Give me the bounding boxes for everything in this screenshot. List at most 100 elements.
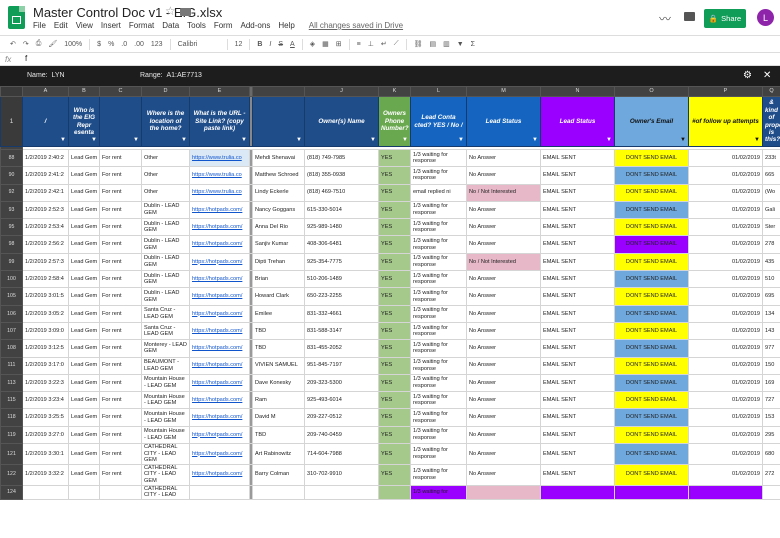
owner-phone-cell[interactable]: 831-588-3147 xyxy=(304,321,379,341)
explore-trend-icon[interactable]: 〰 xyxy=(659,12,672,26)
header-cell[interactable]: Owners Phone Number? ▼ xyxy=(378,96,411,147)
column-header[interactable]: B xyxy=(68,86,100,97)
zoom-select[interactable]: 100% xyxy=(64,40,83,48)
listing-type-cell[interactable]: For rent xyxy=(99,304,142,323)
representative-cell[interactable]: Lead Gem xyxy=(68,270,100,289)
follow-up-cell[interactable]: DONT SEND EMAIL xyxy=(614,183,689,202)
url-cell[interactable]: https://hotpads.com/ xyxy=(189,304,250,323)
merge-cells-icon[interactable]: ⊞ xyxy=(335,41,342,48)
functions-button[interactable]: Σ xyxy=(470,40,475,48)
owner-name-cell[interactable]: David M xyxy=(252,408,305,427)
url-cell[interactable]: https://hotpads.com/ xyxy=(189,321,250,341)
undo-icon[interactable]: ↶ xyxy=(10,41,16,48)
representative-cell[interactable]: Lead Gem xyxy=(68,425,100,445)
menu-file[interactable]: File xyxy=(33,21,46,30)
location-cell[interactable]: Santa Cruz - LEAD GEM xyxy=(141,321,190,341)
overflow-cell[interactable]: 150 xyxy=(762,356,780,375)
location-cell[interactable]: BEAUMONT - LEAD GEM xyxy=(141,356,190,375)
lead-status-cell[interactable]: 1/3 waiting for response xyxy=(410,356,467,375)
follow-up-cell[interactable]: DONT SEND EMAIL xyxy=(614,304,689,323)
paint-format-icon[interactable]: 🖌 xyxy=(48,41,58,48)
avatar[interactable]: L xyxy=(757,9,774,26)
url-cell[interactable]: https://hotpads.com/ xyxy=(189,200,250,220)
listing-type-cell[interactable]: For rent xyxy=(99,252,142,272)
filter-dropdown-icon[interactable]: ▼ xyxy=(91,136,97,143)
lead-contacted-cell[interactable]: YES xyxy=(378,304,411,323)
row-number[interactable]: 100 xyxy=(0,270,23,289)
location-cell[interactable]: Santa Cruz - LEAD GEM xyxy=(141,304,190,323)
overflow-cell[interactable]: (Wo xyxy=(762,183,780,202)
gear-icon[interactable]: ⚙ xyxy=(743,70,752,81)
timestamp-cell[interactable]: 1/2/2019 2:40:2 xyxy=(22,148,69,168)
overflow-cell[interactable]: 680 xyxy=(762,443,780,465)
insert-comment-icon[interactable]: ▤ xyxy=(429,41,437,48)
representative-cell[interactable]: Lead Gem xyxy=(68,463,100,486)
lead-status-cell[interactable]: 1/3 waiting for response xyxy=(410,166,467,185)
url-cell[interactable]: https://hotpads.com/ xyxy=(189,425,250,445)
owner-email-cell[interactable]: EMAIL SENT xyxy=(540,463,615,486)
representative-cell[interactable]: Lead Gem xyxy=(68,373,100,393)
column-header[interactable]: Q xyxy=(762,86,780,97)
lead-status-cell[interactable]: 1/3 waiting for response xyxy=(410,425,467,445)
lead-status-2-cell[interactable]: No Answer xyxy=(466,373,541,393)
owner-email-cell[interactable]: EMAIL SENT xyxy=(540,166,615,185)
lead-contacted-cell[interactable]: YES xyxy=(378,373,411,393)
header-cell[interactable]: Owner's Email ▼ xyxy=(614,96,689,147)
owner-phone-cell[interactable]: 714-604-7988 xyxy=(304,443,379,465)
lead-status-cell[interactable]: 1/3 waiting for response xyxy=(410,200,467,220)
location-cell[interactable]: Dublin - LEAD GEM xyxy=(141,235,190,254)
close-icon[interactable]: ✕ xyxy=(763,70,772,81)
text-rotate-icon[interactable]: ⟋ xyxy=(393,40,399,47)
overflow-cell[interactable]: Ster xyxy=(762,218,780,237)
representative-cell[interactable]: Lead Gem xyxy=(68,183,100,202)
property-date-cell[interactable]: 01/02/2019 xyxy=(688,463,763,486)
menu-data[interactable]: Data xyxy=(162,21,180,30)
text-color-button[interactable]: A xyxy=(290,40,295,48)
property-date-cell[interactable]: 01/02/2019 xyxy=(688,235,763,254)
owner-name-cell[interactable]: TBD xyxy=(252,425,305,445)
lead-status-cell[interactable]: 1/3 waiting for response xyxy=(410,373,467,393)
listing-type-cell[interactable]: For rent xyxy=(99,235,142,254)
lead-contacted-cell[interactable]: YES xyxy=(378,218,411,237)
lead-contacted-cell[interactable]: YES xyxy=(378,183,411,202)
lead-status-2-cell[interactable]: No Answer xyxy=(466,270,541,289)
owner-email-cell[interactable]: EMAIL SENT xyxy=(540,391,615,410)
filter-dropdown-icon[interactable]: ▼ xyxy=(606,136,612,143)
representative-cell[interactable]: Lead Gem xyxy=(68,408,100,427)
lead-status-2-cell[interactable]: No Answer xyxy=(466,463,541,486)
url-cell[interactable]: https://www.trulia.co xyxy=(189,166,250,185)
lead-status-2-cell[interactable]: No Answer xyxy=(466,425,541,445)
owner-email-cell[interactable]: EMAIL SENT xyxy=(540,287,615,306)
timestamp-cell[interactable]: 1/2/2019 3:30:1 xyxy=(22,443,69,465)
owner-phone-cell[interactable] xyxy=(304,484,379,500)
owner-email-cell[interactable]: EMAIL SENT xyxy=(540,408,615,427)
filter-name[interactable]: Name: LYN xyxy=(27,72,65,79)
owner-phone-cell[interactable]: 831-455-2052 xyxy=(304,339,379,358)
listing-type-cell[interactable]: For rent xyxy=(99,408,142,427)
timestamp-cell[interactable]: 1/2/2019 3:25:5 xyxy=(22,408,69,427)
sheets-logo-icon[interactable] xyxy=(8,6,25,29)
listing-type-cell[interactable]: For rent xyxy=(99,218,142,237)
owner-name-cell[interactable]: TBD xyxy=(252,339,305,358)
insert-chart-icon[interactable]: ▥ xyxy=(443,41,450,48)
location-cell[interactable]: Other xyxy=(141,166,190,185)
follow-up-cell[interactable]: DONT SEND EMAIL xyxy=(614,463,689,486)
property-date-cell[interactable]: 01/02/2019 xyxy=(688,304,763,323)
url-cell[interactable]: https://hotpads.com/ xyxy=(189,373,250,393)
overflow-cell[interactable]: 727 xyxy=(762,391,780,410)
row-number[interactable]: 1 xyxy=(0,96,23,147)
owner-email-cell[interactable]: EMAIL SENT xyxy=(540,200,615,220)
follow-up-cell[interactable]: DONT SEND EMAIL xyxy=(614,148,689,168)
url-cell[interactable]: https://hotpads.com/ xyxy=(189,287,250,306)
representative-cell[interactable]: Lead Gem xyxy=(68,148,100,168)
property-date-cell[interactable]: 01/02/2019 xyxy=(688,321,763,341)
url-cell[interactable]: https://hotpads.com/ xyxy=(189,218,250,237)
timestamp-cell[interactable]: 1/2/2019 2:41:2 xyxy=(22,166,69,185)
location-cell[interactable]: Other xyxy=(141,183,190,202)
row-number[interactable]: 108 xyxy=(0,339,23,358)
borders-icon[interactable]: ▦ xyxy=(322,41,329,48)
header-cell[interactable]: ▼ xyxy=(252,96,305,147)
header-cell[interactable]: & kind of property is this? xyxy=(762,96,780,147)
column-header[interactable]: C xyxy=(99,86,142,97)
lead-status-2-cell[interactable]: No Answer xyxy=(466,321,541,341)
